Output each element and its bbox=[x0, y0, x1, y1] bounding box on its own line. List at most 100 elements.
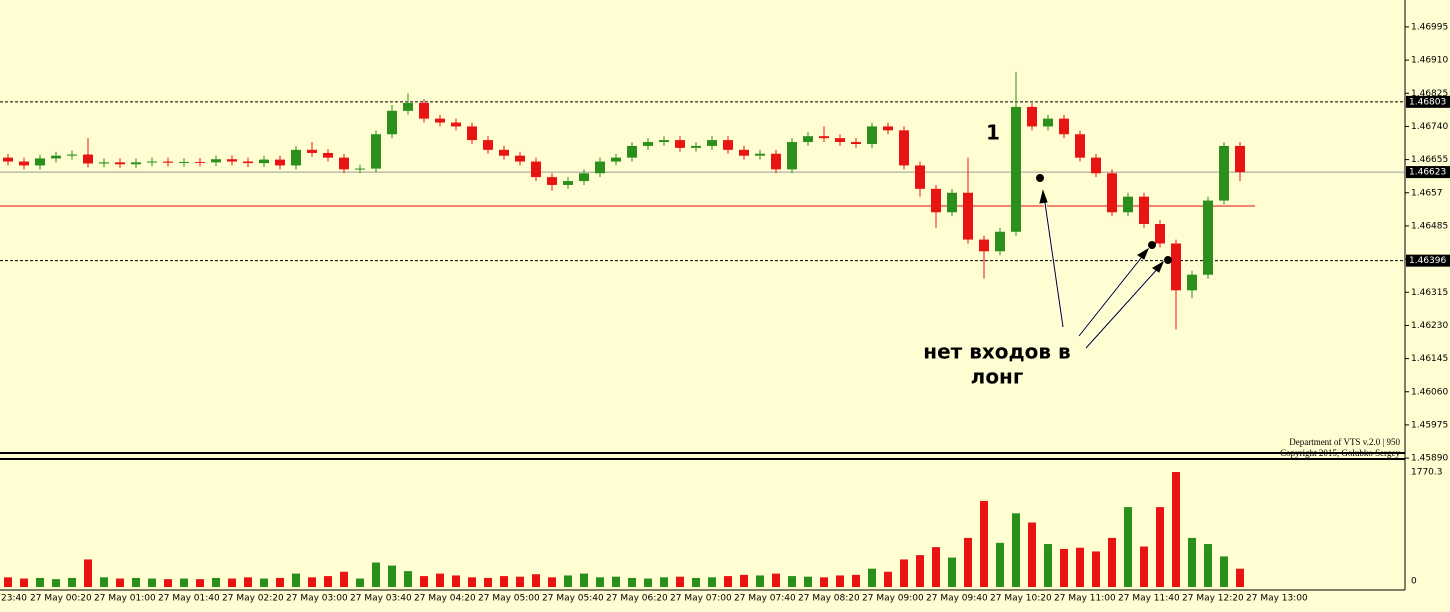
candle-body bbox=[643, 142, 653, 146]
volume-bar bbox=[1076, 547, 1084, 587]
volume-bar bbox=[564, 575, 572, 587]
y-tick-label: 1.46230 bbox=[1411, 321, 1448, 331]
candle-body bbox=[291, 149, 301, 166]
candle-body bbox=[403, 103, 413, 111]
candle-body bbox=[1059, 118, 1069, 135]
candle-body bbox=[1235, 145, 1245, 173]
volume-bar bbox=[340, 571, 348, 587]
volume-bar bbox=[1028, 522, 1036, 587]
candle-body bbox=[1011, 106, 1021, 232]
volume-bar bbox=[132, 577, 140, 587]
x-tick-label: 27 May 08:20 bbox=[798, 594, 860, 604]
volume-bar bbox=[692, 577, 700, 587]
arrows bbox=[1036, 174, 1172, 350]
level-box bbox=[1406, 254, 1450, 267]
candle-body bbox=[803, 136, 813, 143]
y-tick-label: 1.46060 bbox=[1411, 387, 1448, 397]
x-tick-label: 27 May 05:00 bbox=[478, 594, 540, 604]
volume-bar bbox=[948, 557, 956, 587]
candle-body bbox=[387, 110, 397, 135]
candle-body bbox=[355, 168, 365, 170]
candle-body bbox=[1219, 145, 1229, 201]
candle-body bbox=[739, 149, 749, 156]
candle-body bbox=[899, 130, 909, 166]
candle-body bbox=[243, 161, 253, 164]
volume-bar bbox=[452, 575, 460, 587]
volume-bar bbox=[116, 578, 124, 587]
volume-bar bbox=[644, 578, 652, 587]
footer: Department of VTS v.2.0 | 950 bbox=[1289, 437, 1400, 447]
annotation: лонг bbox=[971, 365, 1024, 389]
volume-bar bbox=[628, 577, 636, 587]
candle-body bbox=[915, 165, 925, 189]
volume-bar bbox=[372, 562, 380, 587]
volume-bar bbox=[964, 537, 972, 587]
candle-body bbox=[483, 140, 493, 150]
candle-body bbox=[979, 239, 989, 252]
volume-bar bbox=[84, 559, 92, 587]
candle-body bbox=[1171, 243, 1181, 291]
candle-body bbox=[771, 153, 781, 170]
candle-body bbox=[995, 231, 1005, 252]
candle-body bbox=[1155, 223, 1165, 244]
candle-body bbox=[547, 177, 557, 185]
x-tick-label: 27 May 07:00 bbox=[670, 594, 732, 604]
y-tick-label: 1.46145 bbox=[1411, 354, 1448, 364]
volume-bar bbox=[20, 578, 28, 587]
candle-body bbox=[1107, 173, 1117, 213]
volume-bar bbox=[388, 565, 396, 587]
volume-bar bbox=[820, 577, 828, 587]
candle-body bbox=[563, 181, 573, 185]
volume-bar bbox=[1124, 507, 1132, 587]
volume-bar bbox=[276, 577, 284, 587]
y-tick-label: 1.4657 bbox=[1411, 188, 1443, 198]
volume-bar bbox=[916, 555, 924, 587]
volume-bar bbox=[580, 573, 588, 587]
x-tick-label: 27 May 03:40 bbox=[350, 594, 412, 604]
x-tick-label: 27 May 11:40 bbox=[1118, 594, 1180, 604]
volume-bar bbox=[1236, 568, 1244, 587]
candle-body bbox=[147, 161, 157, 163]
y-tick-label: 1.46995 bbox=[1411, 22, 1448, 32]
candle-body bbox=[419, 103, 429, 119]
candle-body bbox=[51, 155, 61, 159]
candle-body bbox=[307, 149, 317, 153]
volume-bar bbox=[708, 577, 716, 587]
volume-bar bbox=[996, 542, 1004, 587]
level-label: 1.46396 bbox=[1409, 256, 1446, 266]
volume-bar bbox=[932, 547, 940, 587]
candle-body bbox=[531, 161, 541, 178]
volume-bar bbox=[1092, 551, 1100, 587]
volume-bar bbox=[788, 576, 796, 587]
candle-body bbox=[499, 149, 509, 156]
volume-bar bbox=[900, 559, 908, 587]
candle-body bbox=[467, 126, 477, 141]
volume-bar bbox=[420, 576, 428, 587]
volume-bar bbox=[1172, 472, 1180, 587]
candle-body bbox=[819, 136, 829, 139]
volume-bar bbox=[404, 571, 412, 587]
candle-body bbox=[371, 134, 381, 169]
volume-bar bbox=[1108, 537, 1116, 587]
candle-body bbox=[851, 142, 861, 144]
volume-bar bbox=[244, 577, 252, 587]
volume-bar bbox=[356, 578, 364, 587]
annotation: 1 bbox=[986, 121, 1000, 145]
x-tick-label: 27 May 10:20 bbox=[990, 594, 1052, 604]
candle-body bbox=[275, 159, 285, 166]
volume-bar bbox=[36, 577, 44, 587]
y-tick-label: 1.46740 bbox=[1411, 122, 1448, 132]
volume-bar bbox=[836, 575, 844, 587]
candle-body bbox=[963, 192, 973, 240]
volume-bar bbox=[324, 576, 332, 587]
y-tick-label: 1.46825 bbox=[1411, 89, 1448, 99]
volume-bar bbox=[468, 577, 476, 587]
candle-body bbox=[707, 140, 717, 146]
x-tick-label: 27 May 13:00 bbox=[1246, 594, 1308, 604]
volume-bar bbox=[852, 574, 860, 587]
candle-body bbox=[1091, 157, 1101, 174]
candle-body bbox=[3, 157, 13, 162]
candle-body bbox=[227, 159, 237, 162]
